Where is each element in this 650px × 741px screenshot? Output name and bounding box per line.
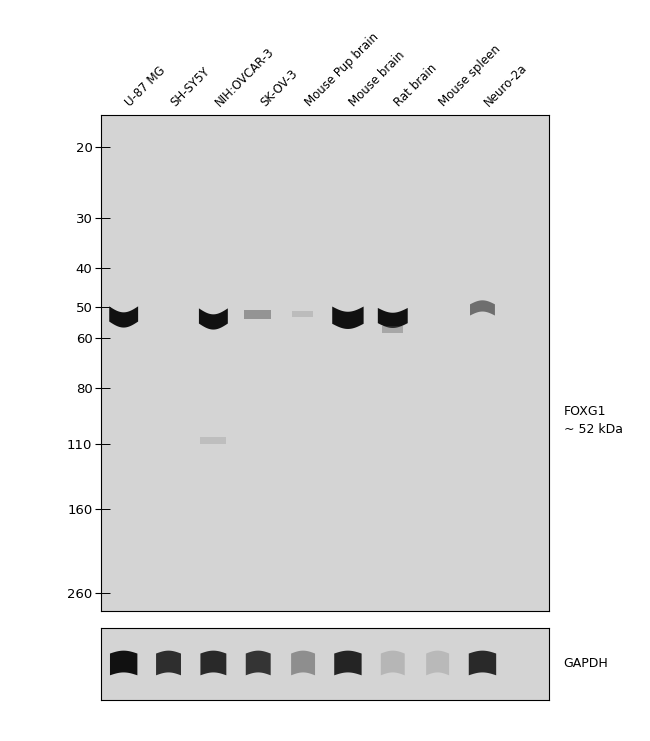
Text: U-87 MG: U-87 MG xyxy=(124,64,168,109)
Text: SH-SY5Y: SH-SY5Y xyxy=(168,64,212,109)
Text: Mouse Pup brain: Mouse Pup brain xyxy=(302,30,381,109)
Text: Mouse spleen: Mouse spleen xyxy=(437,42,504,109)
Text: Mouse brain: Mouse brain xyxy=(347,48,408,109)
Text: SK-OV-3: SK-OV-3 xyxy=(257,67,300,109)
Text: GAPDH: GAPDH xyxy=(564,657,608,671)
Text: Rat brain: Rat brain xyxy=(392,62,440,109)
Text: FOXG1
~ 52 kDa: FOXG1 ~ 52 kDa xyxy=(564,405,623,436)
Text: Neuro-2a: Neuro-2a xyxy=(482,61,530,109)
Text: NIH:OVCAR-3: NIH:OVCAR-3 xyxy=(213,45,277,109)
